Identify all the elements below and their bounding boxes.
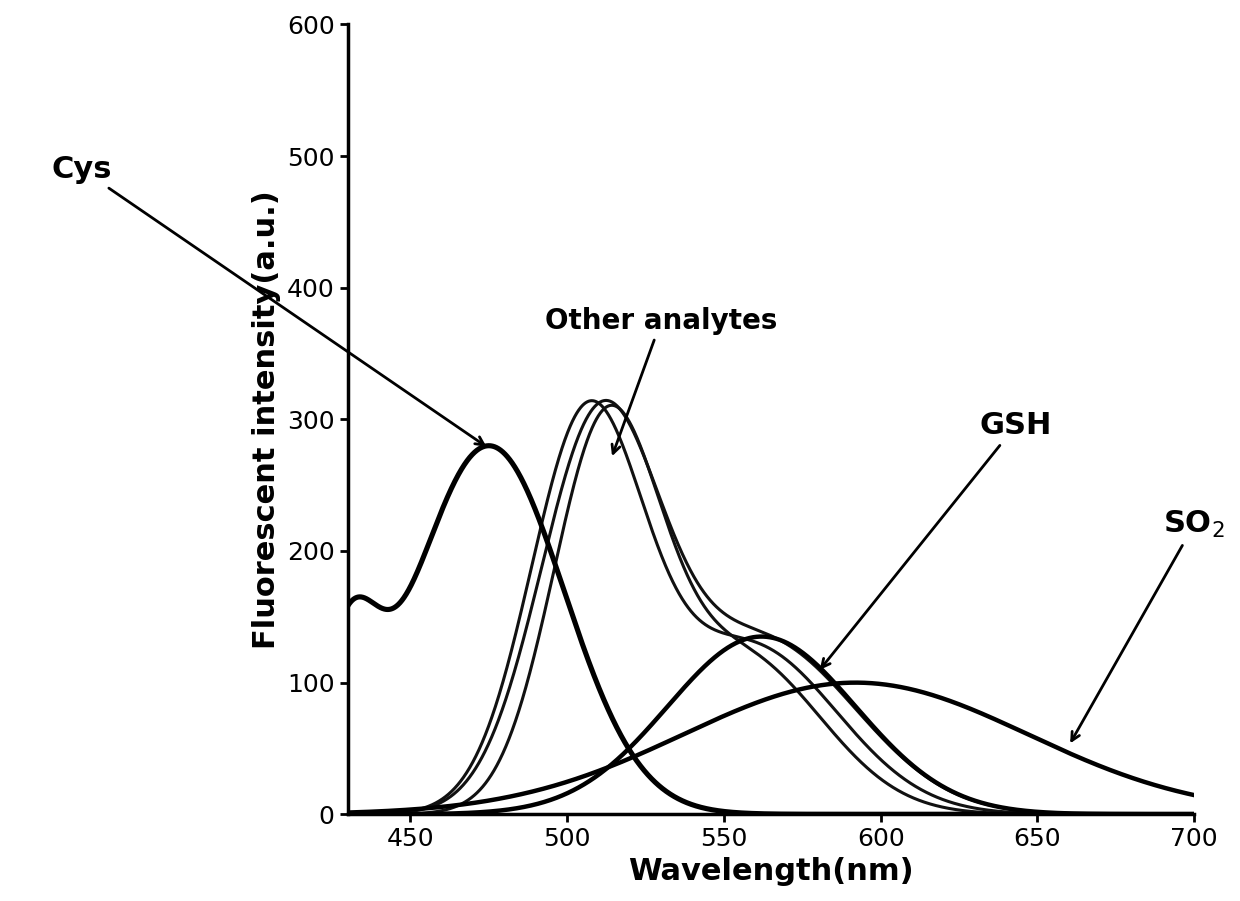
Text: SO$_2$: SO$_2$ <box>1071 509 1225 741</box>
Text: Cys: Cys <box>51 155 484 445</box>
Text: GSH: GSH <box>822 412 1052 668</box>
X-axis label: Wavelength(nm): Wavelength(nm) <box>629 857 914 886</box>
Y-axis label: Fluorescent intensity(a.u.): Fluorescent intensity(a.u.) <box>252 190 281 649</box>
Text: Other analytes: Other analytes <box>546 306 777 453</box>
